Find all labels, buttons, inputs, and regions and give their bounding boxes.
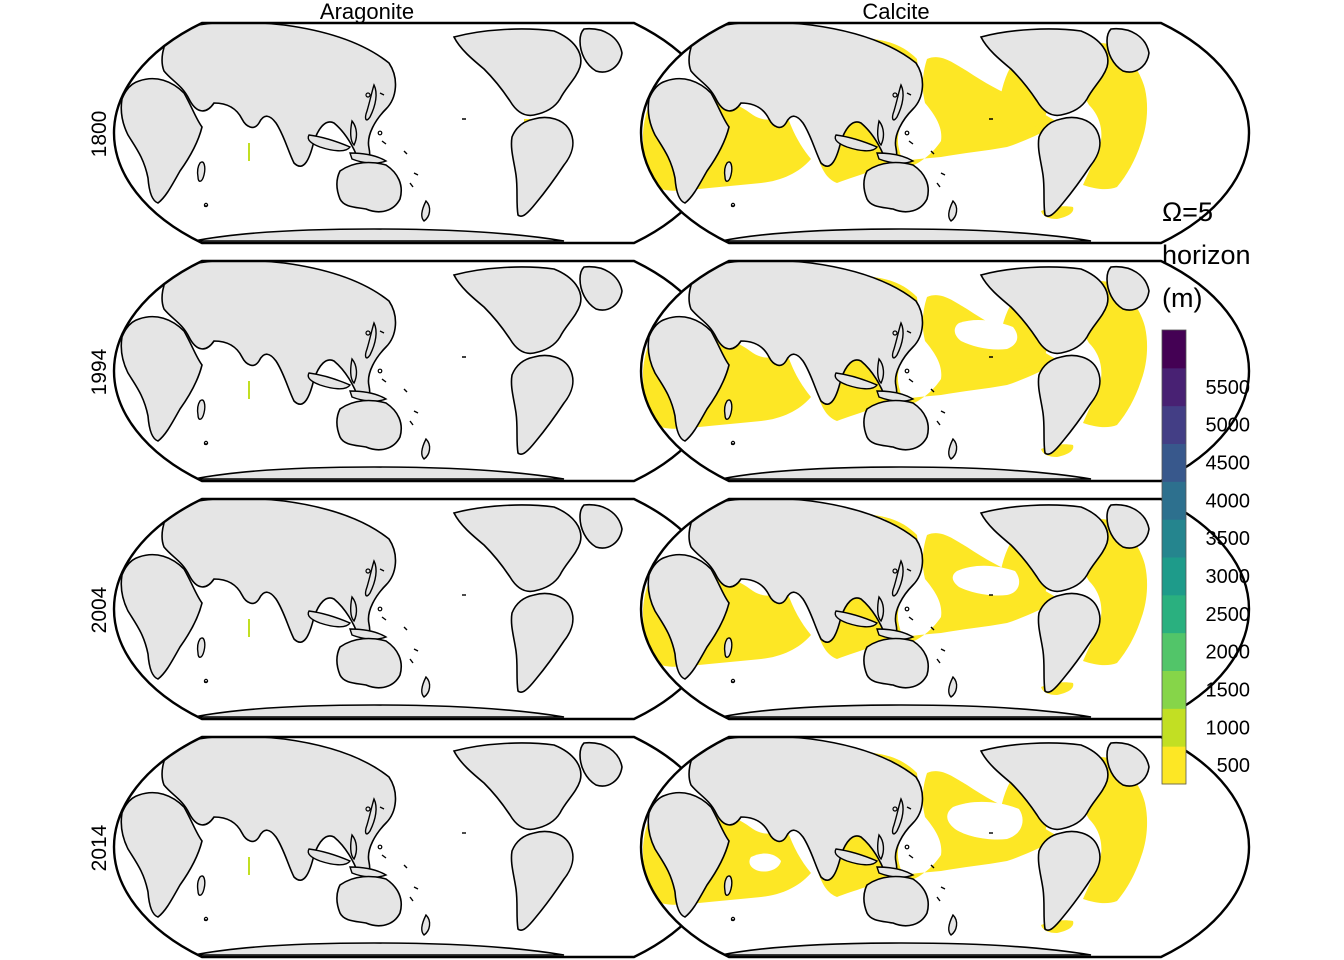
row-label-1994: 1994	[88, 348, 111, 395]
map-panel-aragonite-1800	[112, 21, 724, 245]
map-panel-calcite-2014	[639, 735, 1251, 959]
horizon-fill-strip	[248, 857, 250, 875]
legend-tick-label: 1000	[1206, 717, 1251, 739]
map-panel-calcite-1994	[639, 259, 1251, 483]
legend-title-line-2: horizon	[1162, 240, 1251, 270]
column-title-calcite: Calcite	[862, 0, 929, 24]
globe-outline	[639, 735, 1251, 959]
legend-bin	[1162, 519, 1186, 558]
legend-frame	[1161, 329, 1187, 785]
horizon-fill-strip	[248, 143, 250, 161]
globe-outline	[639, 497, 1251, 721]
legend-tick-label: 2500	[1206, 604, 1251, 626]
legend-tick-label: 1500	[1206, 679, 1251, 701]
legend-tick-label: 500	[1217, 755, 1250, 777]
legend-bin	[1162, 746, 1186, 785]
horizon-fill-strip	[248, 381, 250, 399]
legend-bin	[1162, 367, 1186, 407]
map-panel-calcite-2004	[639, 497, 1251, 721]
legend-tick-label: 3000	[1206, 566, 1251, 588]
legend-tick-label: 5000	[1206, 415, 1251, 437]
legend-title-line-1: Ω=5	[1162, 197, 1213, 227]
legend-bin	[1162, 557, 1186, 596]
globe-outline	[639, 259, 1251, 483]
legend-tick-label: 4000	[1206, 490, 1251, 512]
map-panel-aragonite-2014	[112, 735, 724, 959]
horizon-fill-strip	[248, 619, 250, 637]
map-panels	[112, 21, 1251, 959]
legend-ticks: 5500 5000 4500 4000 3500 3000 2500 2000 1500 1000…	[1206, 377, 1251, 777]
row-label-1800: 1800	[88, 111, 111, 158]
row-label-2004: 2004	[88, 586, 111, 633]
legend-tick-label: 3500	[1206, 528, 1251, 550]
legend-tick-label: 4500	[1206, 452, 1251, 474]
globe-outline	[639, 21, 1251, 245]
legend-bin	[1162, 481, 1186, 520]
map-panel-calcite-1800	[639, 21, 1251, 245]
legend-bin	[1162, 632, 1186, 671]
column-title-aragonite: Aragonite	[320, 0, 414, 24]
legend-bin	[1162, 405, 1186, 444]
legend-tick-label: 5500	[1206, 377, 1251, 399]
map-panel-aragonite-2004	[112, 497, 724, 721]
legend: Ω=5 horizon (m) 5500 5000 4500 4000 3500 3000…	[1161, 197, 1251, 785]
legend-bin	[1162, 670, 1186, 709]
row-label-2014: 2014	[88, 824, 111, 871]
map-panel-aragonite-1994	[112, 259, 724, 483]
legend-colorbar	[1161, 329, 1187, 785]
legend-bin	[1162, 708, 1186, 747]
legend-bin	[1162, 330, 1186, 369]
legend-title-line-3: (m)	[1162, 283, 1202, 313]
legend-bin	[1162, 594, 1186, 634]
legend-bin	[1162, 443, 1186, 482]
legend-tick-label: 2000	[1206, 642, 1251, 664]
